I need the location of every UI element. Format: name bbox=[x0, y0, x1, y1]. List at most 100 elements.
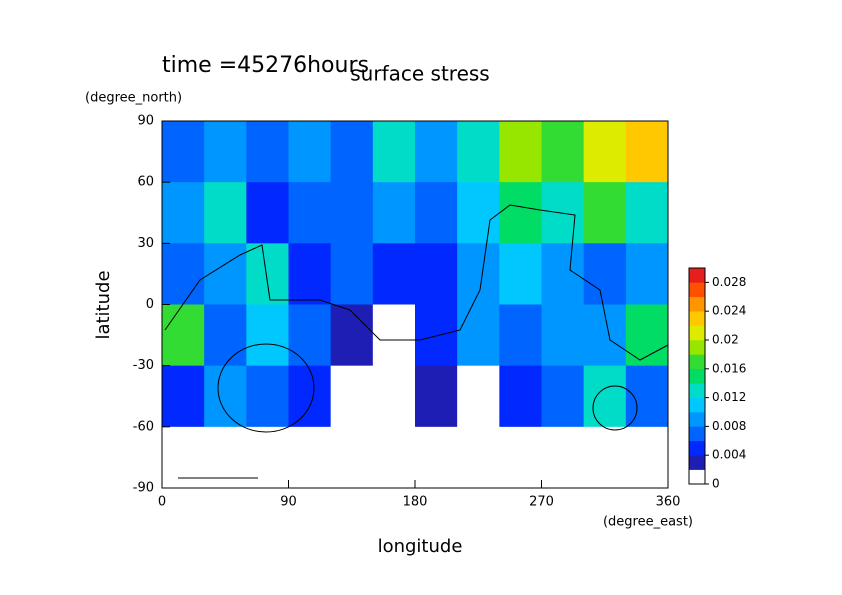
y-units: (degree_north) bbox=[85, 91, 182, 106]
y-tick-label: -90 bbox=[133, 481, 154, 496]
x-axis-label: longitude bbox=[378, 536, 463, 557]
field-cell bbox=[330, 121, 374, 183]
colorbar-band bbox=[689, 426, 705, 442]
outlines bbox=[164, 204, 669, 479]
colorbar-band bbox=[689, 282, 705, 298]
field-cell bbox=[162, 243, 205, 305]
colorbar-tick-label: 0.02 bbox=[712, 333, 739, 347]
field bbox=[162, 121, 669, 489]
colorbar-tick-label: 0.028 bbox=[712, 275, 746, 289]
field-cell bbox=[204, 121, 247, 183]
field-cell bbox=[162, 426, 205, 489]
field-cell bbox=[457, 365, 500, 428]
coastline bbox=[592, 385, 638, 431]
field-cell bbox=[162, 304, 205, 367]
field-cell bbox=[415, 365, 458, 428]
field-cell bbox=[246, 243, 289, 305]
coastline bbox=[217, 343, 315, 433]
field-cell bbox=[625, 121, 669, 183]
field-cell bbox=[372, 121, 416, 183]
field-cell bbox=[499, 304, 542, 367]
colorbar-tick-label: 0 bbox=[712, 477, 720, 491]
field-cell bbox=[457, 304, 500, 367]
field-cell bbox=[415, 182, 458, 244]
field-cell bbox=[372, 365, 416, 428]
field-cell bbox=[330, 365, 374, 428]
y-tick-label: 60 bbox=[137, 175, 154, 190]
field-cell bbox=[372, 243, 416, 305]
field-cell bbox=[330, 304, 374, 367]
field-cell bbox=[499, 365, 542, 428]
field-cell bbox=[162, 182, 205, 244]
field-cell bbox=[415, 121, 458, 183]
y-axis-label: latitude bbox=[93, 270, 114, 339]
colorbar-band bbox=[689, 469, 705, 485]
x-tick-label: 360 bbox=[656, 495, 681, 510]
colorbar-band bbox=[689, 354, 705, 370]
y-tick-label: 90 bbox=[137, 114, 154, 129]
colorbar-band bbox=[689, 296, 705, 312]
chart-title: surface stress bbox=[350, 62, 489, 86]
field-cell bbox=[288, 243, 332, 305]
colorbar-tick-label: 0.016 bbox=[712, 361, 746, 375]
x-tick-label: 270 bbox=[529, 495, 554, 510]
field-cell bbox=[372, 426, 416, 489]
field-cell bbox=[499, 243, 542, 305]
field-cell bbox=[457, 182, 500, 244]
colorbar-tick-label: 0.012 bbox=[712, 390, 746, 404]
field-cell bbox=[415, 304, 458, 367]
field-cell bbox=[583, 182, 627, 244]
colorbar-band bbox=[689, 268, 705, 283]
field-cell bbox=[541, 426, 585, 489]
field-cell bbox=[457, 426, 500, 489]
y-tick-label: 0 bbox=[146, 297, 154, 312]
field-cell bbox=[246, 121, 289, 183]
field-cell bbox=[583, 426, 627, 489]
x-units: (degree_east) bbox=[603, 515, 693, 530]
colorbar-tick-label: 0.024 bbox=[712, 304, 746, 318]
field-cell bbox=[246, 365, 289, 428]
field-cell bbox=[288, 304, 332, 367]
field-cell bbox=[246, 182, 289, 244]
colorbar-band bbox=[689, 340, 705, 355]
field-cell bbox=[625, 426, 669, 489]
field-cell bbox=[625, 243, 669, 305]
colorbar-band bbox=[689, 383, 705, 398]
field-cell bbox=[625, 365, 669, 428]
colorbar-band bbox=[689, 368, 705, 384]
coastline bbox=[164, 204, 669, 361]
field-cell bbox=[204, 426, 247, 489]
field-cell bbox=[541, 304, 585, 367]
y-tick-label: 30 bbox=[137, 236, 154, 251]
colorbar-frame bbox=[688, 267, 706, 485]
field-cell bbox=[415, 243, 458, 305]
y-tick-label: -30 bbox=[133, 358, 154, 373]
field-cell bbox=[204, 304, 247, 367]
field-cell bbox=[541, 243, 585, 305]
y-tick-label: -60 bbox=[133, 419, 154, 434]
field-cell bbox=[372, 304, 416, 367]
field-cell bbox=[288, 182, 332, 244]
field-cell bbox=[457, 121, 500, 183]
colorbar-band bbox=[689, 397, 705, 413]
field-cell bbox=[583, 121, 627, 183]
colorbar-band bbox=[689, 412, 705, 427]
field-cell bbox=[288, 426, 332, 489]
time-annotation: time =45276hours bbox=[162, 53, 369, 78]
field-cell bbox=[415, 426, 458, 489]
x-tick-label: 0 bbox=[158, 495, 166, 510]
field-cell bbox=[330, 243, 374, 305]
field-cell bbox=[204, 365, 247, 428]
field-cell bbox=[583, 365, 627, 428]
colorbar-tick-label: 0.008 bbox=[712, 419, 746, 433]
x-tick-label: 180 bbox=[403, 495, 428, 510]
colorbar-band bbox=[689, 455, 705, 470]
field-cell bbox=[372, 182, 416, 244]
field-cell bbox=[499, 121, 542, 183]
colorbar bbox=[689, 268, 705, 485]
colorbar-tick-label: 0.004 bbox=[712, 448, 746, 462]
field-cell bbox=[583, 243, 627, 305]
field-cell bbox=[204, 182, 247, 244]
field-cell bbox=[625, 304, 669, 367]
x-tick-label: 90 bbox=[280, 495, 297, 510]
